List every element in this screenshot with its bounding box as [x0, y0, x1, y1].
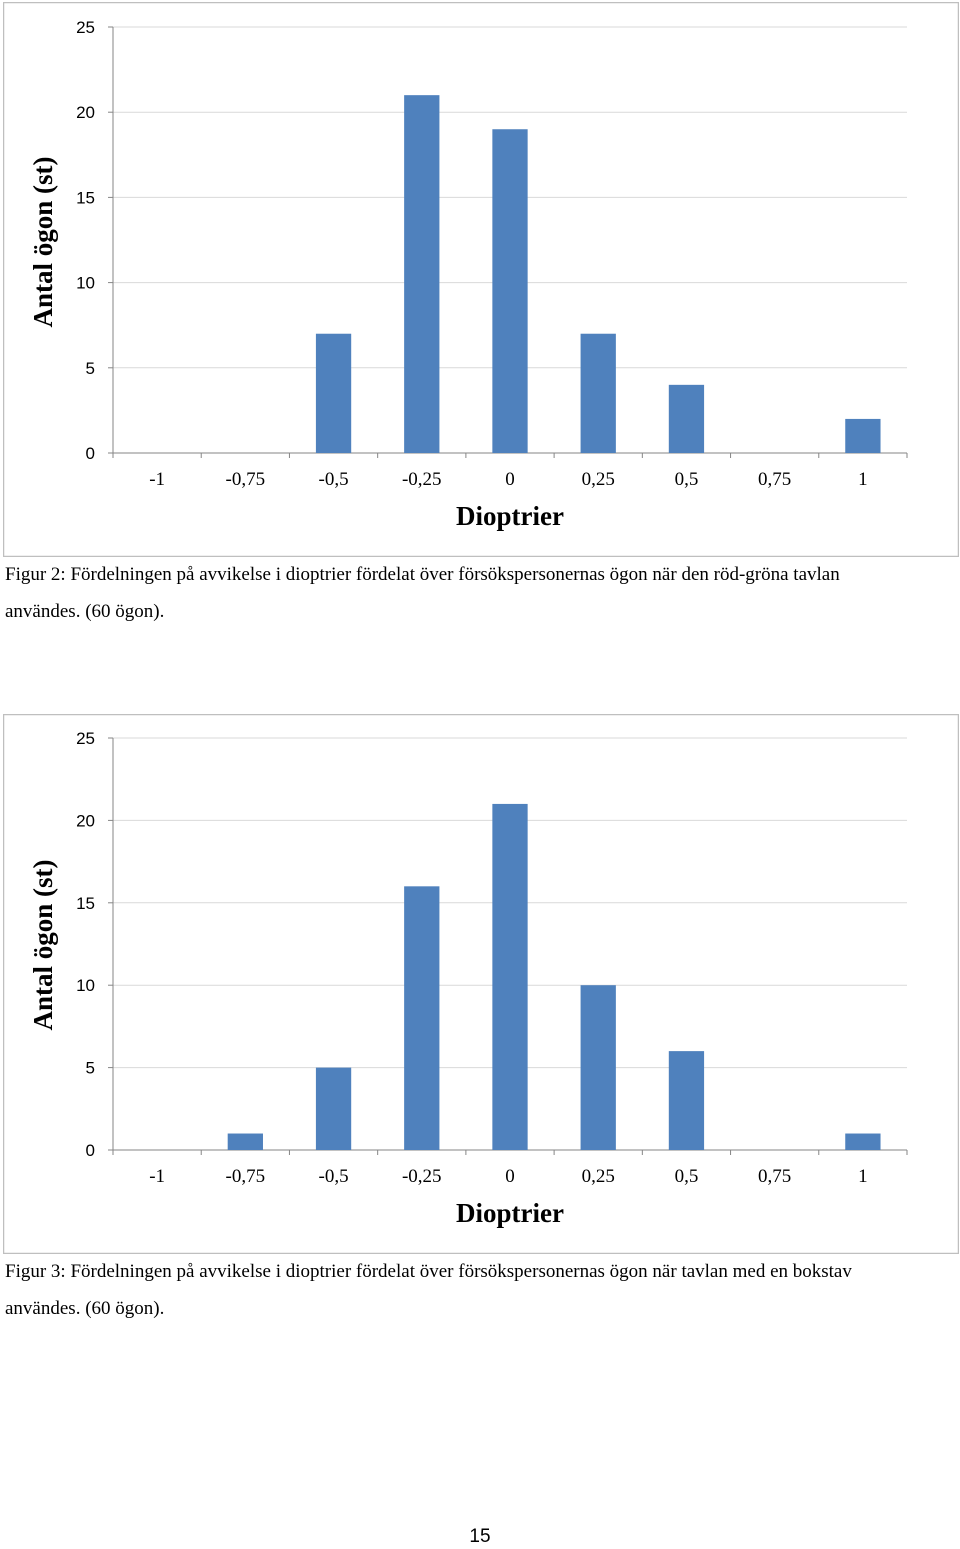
figure-2-y-tick-label: 10 — [76, 274, 95, 293]
figure-3-x-tick-label: -0,75 — [226, 1166, 266, 1187]
figure-3-frame — [3, 714, 959, 1254]
figure-3-y-tick-label: 5 — [86, 1059, 95, 1078]
figure-2-x-tick-label: 0,25 — [582, 469, 615, 490]
figure-3-x-tick-label: -0,25 — [402, 1166, 442, 1187]
figure-2-x-tick-label: 1 — [858, 469, 868, 490]
figure-2-y-tick-label: 0 — [86, 444, 95, 463]
figure-2-bar — [845, 418, 881, 453]
figure-3-bar — [492, 803, 528, 1150]
figure-2-caption-line-2: användes. (60 ögon). — [5, 601, 165, 622]
figure-2-x-tick-label: 0 — [505, 469, 515, 490]
figure-3-y-tick-label: 0 — [86, 1141, 95, 1160]
figure-2-bar — [668, 384, 705, 453]
figure-3-y-tick-label: 15 — [76, 894, 95, 913]
figure-2-bar — [492, 129, 528, 453]
figure-2-y-axis-title: Antal ögon (st) — [28, 156, 58, 327]
figure-3-bar — [580, 985, 616, 1150]
figure-3-x-tick-label: 0,75 — [758, 1166, 791, 1187]
figure-3-y-tick-label: 10 — [76, 976, 95, 995]
figure-2-bar — [580, 333, 616, 453]
figure-3-bar — [227, 1133, 263, 1150]
figure-2-y-tick-label: 20 — [76, 103, 95, 122]
figure-2-bar — [404, 95, 440, 453]
figure-3-bar — [315, 1067, 352, 1150]
figure-3-chart: 0 5 10 15 20 25 -1 -0,75 -0,5 -0,25 0 0,25 0,5 0,75 1 D… — [3, 714, 959, 1254]
figure-3-x-tick-label: -1 — [149, 1166, 165, 1187]
figure-3-y-axis-title: Antal ögon (st) — [28, 859, 58, 1030]
figure-3-x-tick-label: -0,5 — [319, 1166, 349, 1187]
figure-3-caption-line-1: Figur 3: Fördelningen på avvikelse i dio… — [5, 1261, 852, 1282]
figure-2-chart: 0 5 10 15 20 25 -1 -0,75 -0,5 -0,25 0 0,25 0,5 0,75 1 D… — [3, 2, 959, 557]
figure-3-y-tick-label: 25 — [76, 729, 95, 748]
figure-2-frame — [3, 2, 959, 557]
figure-3-y-tick-label: 20 — [76, 811, 95, 830]
figure-2-x-tick-label: -1 — [149, 469, 165, 490]
figure-3-bar — [404, 886, 440, 1150]
figure-3-x-axis-title: Dioptrier — [456, 1198, 564, 1228]
figure-2-y-tick-label: 5 — [86, 359, 95, 378]
figure-3-caption-line-2: användes. (60 ögon). — [5, 1298, 165, 1319]
figure-2-bar — [315, 333, 352, 453]
figure-3-x-tick-label: 0,5 — [675, 1166, 699, 1187]
figure-2-caption: Figur 2: Fördelningen på avvikelse i dio… — [5, 556, 955, 630]
figure-2-y-tick-label: 15 — [76, 188, 95, 207]
figure-2-caption-line-1: Figur 2: Fördelningen på avvikelse i dio… — [5, 564, 840, 585]
figure-3-chart-svg: 0 5 10 15 20 25 -1 -0,75 -0,5 -0,25 0 0,25 0,5 0,75 1 D… — [3, 714, 959, 1254]
page-number: 15 — [469, 1526, 491, 1547]
figure-3-x-tick-label: 0 — [505, 1166, 515, 1187]
figure-2-x-tick-label: -0,75 — [226, 469, 266, 490]
figure-2-x-tick-label: -0,5 — [319, 469, 349, 490]
figure-3-bar — [845, 1133, 881, 1150]
figure-2-y-tick-label: 25 — [76, 18, 95, 37]
figure-2-x-tick-label: -0,25 — [402, 469, 442, 490]
figure-2-chart-svg: 0 5 10 15 20 25 -1 -0,75 -0,5 -0,25 0 0,25 0,5 0,75 1 D… — [3, 2, 959, 557]
figure-2-x-tick-label: 0,5 — [675, 469, 699, 490]
figure-3-bar — [668, 1051, 705, 1150]
figure-3-x-tick-label: 0,25 — [582, 1166, 615, 1187]
figure-2-x-axis-title: Dioptrier — [456, 501, 564, 531]
figure-3-caption: Figur 3: Fördelningen på avvikelse i dio… — [5, 1253, 955, 1327]
figure-3-x-tick-label: 1 — [858, 1166, 868, 1187]
figure-2-x-tick-label: 0,75 — [758, 469, 791, 490]
